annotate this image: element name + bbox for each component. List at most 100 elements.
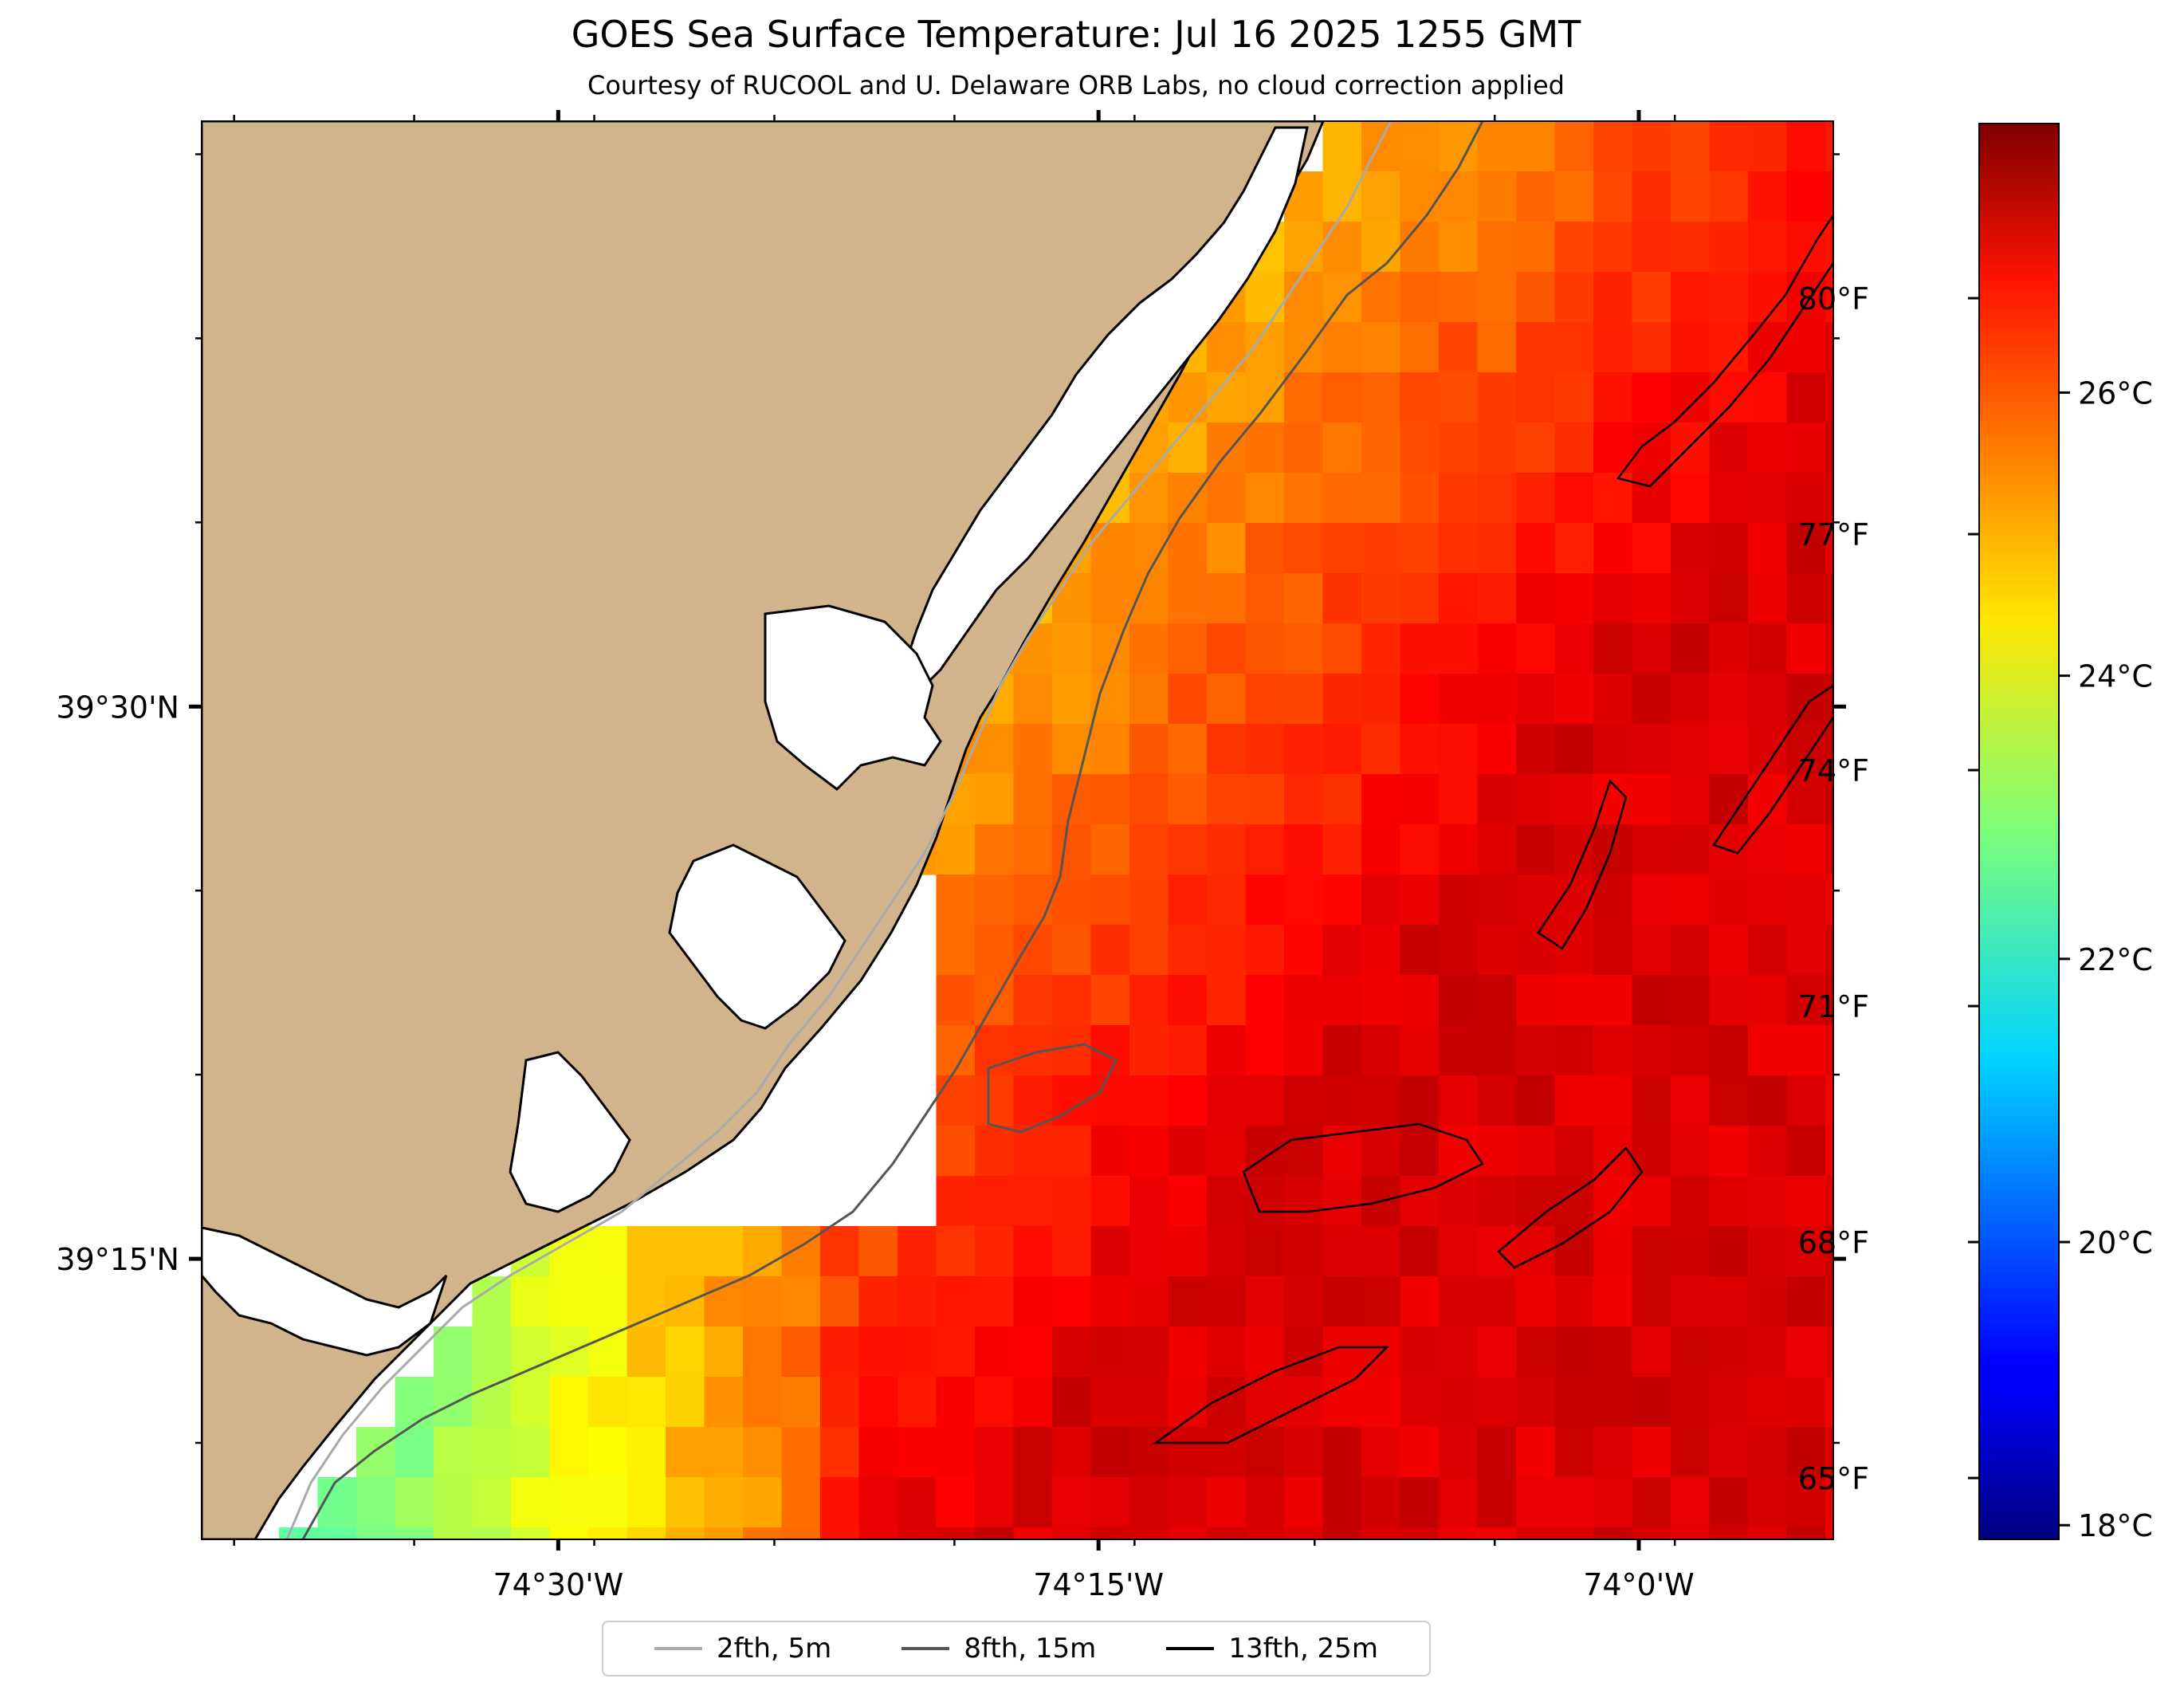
- sst-cell: [1322, 875, 1362, 926]
- sst-cell: [1207, 925, 1247, 976]
- sst-cell: [743, 1377, 783, 1428]
- sst-cell: [743, 1427, 783, 1478]
- y-tick-label: 39°15'N: [56, 1242, 179, 1277]
- sst-cell: [1593, 372, 1633, 423]
- sst-cell: [1709, 724, 1749, 775]
- sst-cell: [1439, 1226, 1479, 1277]
- sst-cell: [1129, 774, 1169, 825]
- sst-cell: [1786, 674, 1826, 725]
- sst-cell: [1090, 1276, 1130, 1327]
- sst-cell: [1786, 573, 1826, 624]
- sst-cell: [1671, 774, 1711, 825]
- sst-cell: [743, 1327, 783, 1378]
- sst-cell: [1284, 322, 1324, 373]
- sst-cell: [1786, 824, 1826, 875]
- fahrenheit-tick-label: 71°F: [1798, 989, 1869, 1024]
- sst-cell: [1477, 674, 1517, 725]
- sst-cell: [1516, 925, 1556, 976]
- sst-cell: [1632, 121, 1671, 172]
- sst-cell: [936, 1126, 976, 1177]
- sst-cell: [511, 1377, 551, 1428]
- sst-cell: [1322, 573, 1362, 624]
- sst-cell: [1786, 1025, 1826, 1076]
- sst-cell: [1439, 724, 1479, 775]
- sst-cell: [1361, 171, 1401, 222]
- sst-cell: [1593, 623, 1633, 674]
- sst-cell: [1593, 925, 1633, 976]
- sst-cell: [781, 1327, 821, 1378]
- sst-cell: [858, 1477, 898, 1528]
- sst-cell: [1400, 1126, 1440, 1177]
- sst-cell: [975, 824, 1015, 875]
- sst-cell: [1709, 473, 1749, 524]
- sst-cell: [1284, 1477, 1324, 1528]
- sst-cell: [1786, 774, 1826, 825]
- sst-cell: [1748, 623, 1788, 674]
- sst-cell: [704, 1377, 744, 1428]
- sst-cell: [820, 1276, 860, 1327]
- sst-cell: [1477, 1427, 1517, 1478]
- sst-cell: [1400, 372, 1440, 423]
- sst-cell: [1554, 824, 1594, 875]
- sst-cell: [1400, 1276, 1440, 1327]
- sst-cell: [356, 1527, 396, 1539]
- contour-13fth-ridge-b: [1153, 1346, 1390, 1444]
- sst-cell: [1284, 674, 1324, 725]
- sst-cell: [936, 824, 976, 875]
- sst-cell: [1129, 1126, 1169, 1177]
- sst-cell: [1439, 975, 1479, 1026]
- sst-cell: [1825, 1126, 1833, 1177]
- sst-cell: [1748, 1477, 1788, 1528]
- sst-cell: [1052, 925, 1092, 976]
- sst-cell: [858, 1276, 898, 1327]
- sst-cell: [1400, 523, 1440, 574]
- sst-cell: [1168, 573, 1208, 624]
- sst-cell: [975, 1276, 1015, 1327]
- sst-cell: [1748, 121, 1788, 172]
- sst-cell: [1168, 724, 1208, 775]
- sst-cell: [1671, 1327, 1711, 1378]
- sst-cell: [1825, 1176, 1833, 1227]
- sst-cell: [1129, 975, 1169, 1026]
- sst-cell: [1632, 674, 1671, 725]
- sst-cell: [1284, 623, 1324, 674]
- sst-cell: [1322, 473, 1362, 524]
- sst-cell: [1516, 674, 1556, 725]
- sst-cell: [549, 1377, 589, 1428]
- sst-cell: [1129, 1075, 1169, 1126]
- sst-cell: [1709, 1126, 1749, 1177]
- sst-cell: [395, 1527, 434, 1539]
- sst-cell: [1477, 975, 1517, 1026]
- sst-cell: [1825, 724, 1833, 775]
- sst-cell: [704, 1477, 744, 1528]
- sst-cell: [1284, 1276, 1324, 1327]
- sst-cell: [1709, 171, 1749, 222]
- sst-cell: [975, 1025, 1015, 1076]
- sst-grid: [279, 121, 1833, 1539]
- sst-cell: [1245, 523, 1285, 574]
- sst-cell: [1709, 1025, 1749, 1076]
- sst-cell: [1593, 724, 1633, 775]
- sst-cell: [1439, 875, 1479, 926]
- sst-cell: [1322, 1276, 1362, 1327]
- sst-cell: [1786, 473, 1826, 524]
- sst-cell: [1477, 171, 1517, 222]
- sst-cell: [666, 1427, 705, 1478]
- sst-cell: [1709, 1226, 1749, 1277]
- sst-cell: [1632, 824, 1671, 875]
- sst-cell: [1671, 222, 1711, 273]
- sst-cell: [1013, 1276, 1053, 1327]
- sst-cell: [356, 1427, 396, 1478]
- sst-cell: [1052, 1427, 1092, 1478]
- sst-cell: [1400, 824, 1440, 875]
- sst-cell: [1748, 1025, 1788, 1076]
- sst-cell: [434, 1327, 473, 1378]
- sst-cell: [1013, 824, 1053, 875]
- sst-cell: [1593, 875, 1633, 926]
- sst-cell: [1361, 573, 1401, 624]
- sst-cell: [1825, 272, 1833, 323]
- sst-cell: [1477, 1527, 1517, 1539]
- sst-cell: [975, 1226, 1015, 1277]
- sst-cell: [820, 1477, 860, 1528]
- fahrenheit-tick-label: 74°F: [1798, 753, 1869, 788]
